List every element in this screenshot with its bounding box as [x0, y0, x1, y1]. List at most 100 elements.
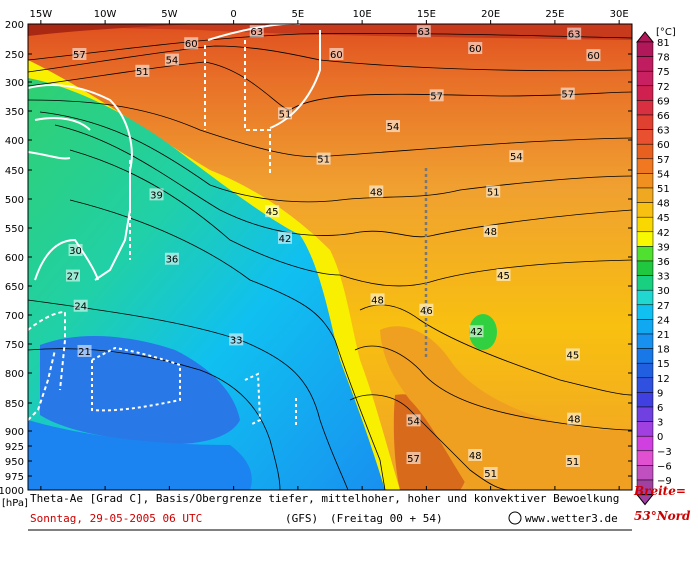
colorbar-label: 6	[657, 403, 663, 414]
y-tick-label: 850	[5, 399, 24, 410]
contour-label-bg	[406, 414, 421, 427]
contour-label-bg	[586, 49, 601, 62]
warm-pocket-orange	[380, 326, 632, 490]
y-tick-label: 650	[5, 282, 24, 293]
cloud-outline	[28, 310, 66, 391]
colorbar-label: 63	[657, 126, 670, 137]
contour-line	[28, 33, 632, 61]
x-tick-label: 30E	[610, 9, 629, 20]
contour-label-bg	[229, 333, 244, 346]
contour-label-bg	[486, 185, 501, 198]
contour-label: 63	[417, 27, 430, 38]
cloud-outline	[28, 117, 91, 160]
colorbar-label: 66	[657, 111, 670, 122]
contour-line	[39, 111, 632, 203]
colorbar-label: 69	[657, 96, 670, 107]
y-tick-label: 550	[5, 224, 24, 235]
y-tick-label: 450	[5, 166, 24, 177]
latitude-value: 53°Nord	[634, 509, 691, 523]
contour-label-bg	[509, 150, 524, 163]
colorbar-label: 72	[657, 82, 670, 93]
colorbar-label: 36	[657, 257, 670, 268]
contour-label-bg	[483, 467, 498, 479]
contour-label-bg	[184, 37, 199, 50]
contour-label-bg	[265, 205, 280, 218]
contour-label: 30	[69, 246, 82, 257]
contour-label: 39	[150, 190, 163, 201]
contour-label: 51	[317, 155, 330, 166]
contour-label-bg	[567, 27, 582, 40]
x-tick-label: 25E	[545, 9, 564, 20]
contour-label-bg	[468, 449, 483, 461]
colorbar-swatch	[636, 304, 654, 320]
colorbar-swatch	[636, 435, 654, 452]
colorbar-label: 57	[657, 155, 670, 166]
contour-label: 45	[266, 207, 279, 218]
contour-label-bg	[468, 42, 483, 54]
contour-label: 46	[420, 306, 433, 317]
cloud-outline	[28, 349, 56, 421]
y-tick-label: 300	[5, 78, 24, 89]
contour-label-bg	[329, 48, 344, 60]
y-tick-label: 900	[5, 427, 24, 438]
colorbar-swatch	[636, 216, 654, 233]
colorbar-bottom-arrow	[635, 494, 655, 506]
colorbar-label: 75	[657, 67, 670, 78]
contour-label: 48	[484, 227, 497, 238]
colorbar-swatch	[636, 70, 654, 87]
contour-label-bg	[278, 231, 293, 244]
contour-label: 51	[567, 457, 580, 468]
colorbar-swatch	[636, 421, 654, 437]
contour-label: 24	[74, 302, 87, 313]
colorbar-swatch	[636, 289, 654, 306]
colorbar-swatch	[636, 231, 654, 247]
cloud-outline	[204, 40, 271, 175]
colorbar-swatch	[636, 450, 654, 466]
colorbar-label: 21	[657, 330, 670, 341]
colorbar-label: 30	[657, 286, 670, 297]
contour-line	[54, 124, 632, 238]
x-tick-label: 10W	[94, 9, 117, 20]
colorbar-label: 12	[657, 374, 670, 385]
colorbar-swatch	[636, 362, 654, 379]
contour-label: 60	[330, 50, 343, 61]
contour-label: 63	[568, 30, 581, 41]
contour-label-bg	[560, 87, 575, 100]
upper-layer-darkred-band	[28, 24, 200, 36]
contour-label: 45	[567, 350, 580, 361]
contour-label: 57	[73, 50, 86, 61]
contour-line	[359, 304, 632, 396]
colorbar-label: 45	[657, 213, 670, 224]
colorbar-label: −3	[657, 447, 672, 458]
contour-label: 63	[250, 27, 263, 38]
copyright-icon	[508, 511, 522, 525]
colorbar-swatch	[636, 187, 654, 203]
contour-label: 48	[370, 187, 383, 198]
colorbar-top-arrow	[635, 31, 655, 43]
contour-line	[28, 45, 632, 73]
contour-label: 57	[407, 454, 420, 465]
y-unit-label: [hPa]	[2, 498, 28, 509]
contour-label: 57	[561, 90, 574, 101]
contour-label: 57	[430, 91, 443, 102]
contour-label-bg	[565, 348, 580, 361]
x-axis: 15W 10W 5W 0 5E 10E 15E 20E 25E 30E	[30, 9, 629, 490]
contour-line	[349, 394, 511, 490]
colorbar-label: 78	[657, 53, 670, 64]
footer-run: (Freitag 00 + 54)	[330, 512, 443, 525]
colorbar-swatch	[636, 114, 654, 130]
colorbar-unit: [°C]	[656, 27, 676, 38]
contour-label: 60	[469, 44, 482, 55]
upper-layer-red-band	[28, 24, 632, 40]
cloud-outline	[244, 372, 262, 426]
y-tick-label: 500	[5, 195, 24, 206]
colorbar-swatch	[636, 202, 654, 218]
contour-label: 21	[78, 347, 91, 358]
colorbar-swatch	[636, 377, 654, 393]
contour-label: 60	[185, 39, 198, 50]
contour-label-bg	[567, 412, 582, 425]
colorbar-swatch	[636, 56, 654, 72]
contour-label: 51	[136, 67, 149, 78]
colorbar-label: −6	[657, 461, 672, 472]
